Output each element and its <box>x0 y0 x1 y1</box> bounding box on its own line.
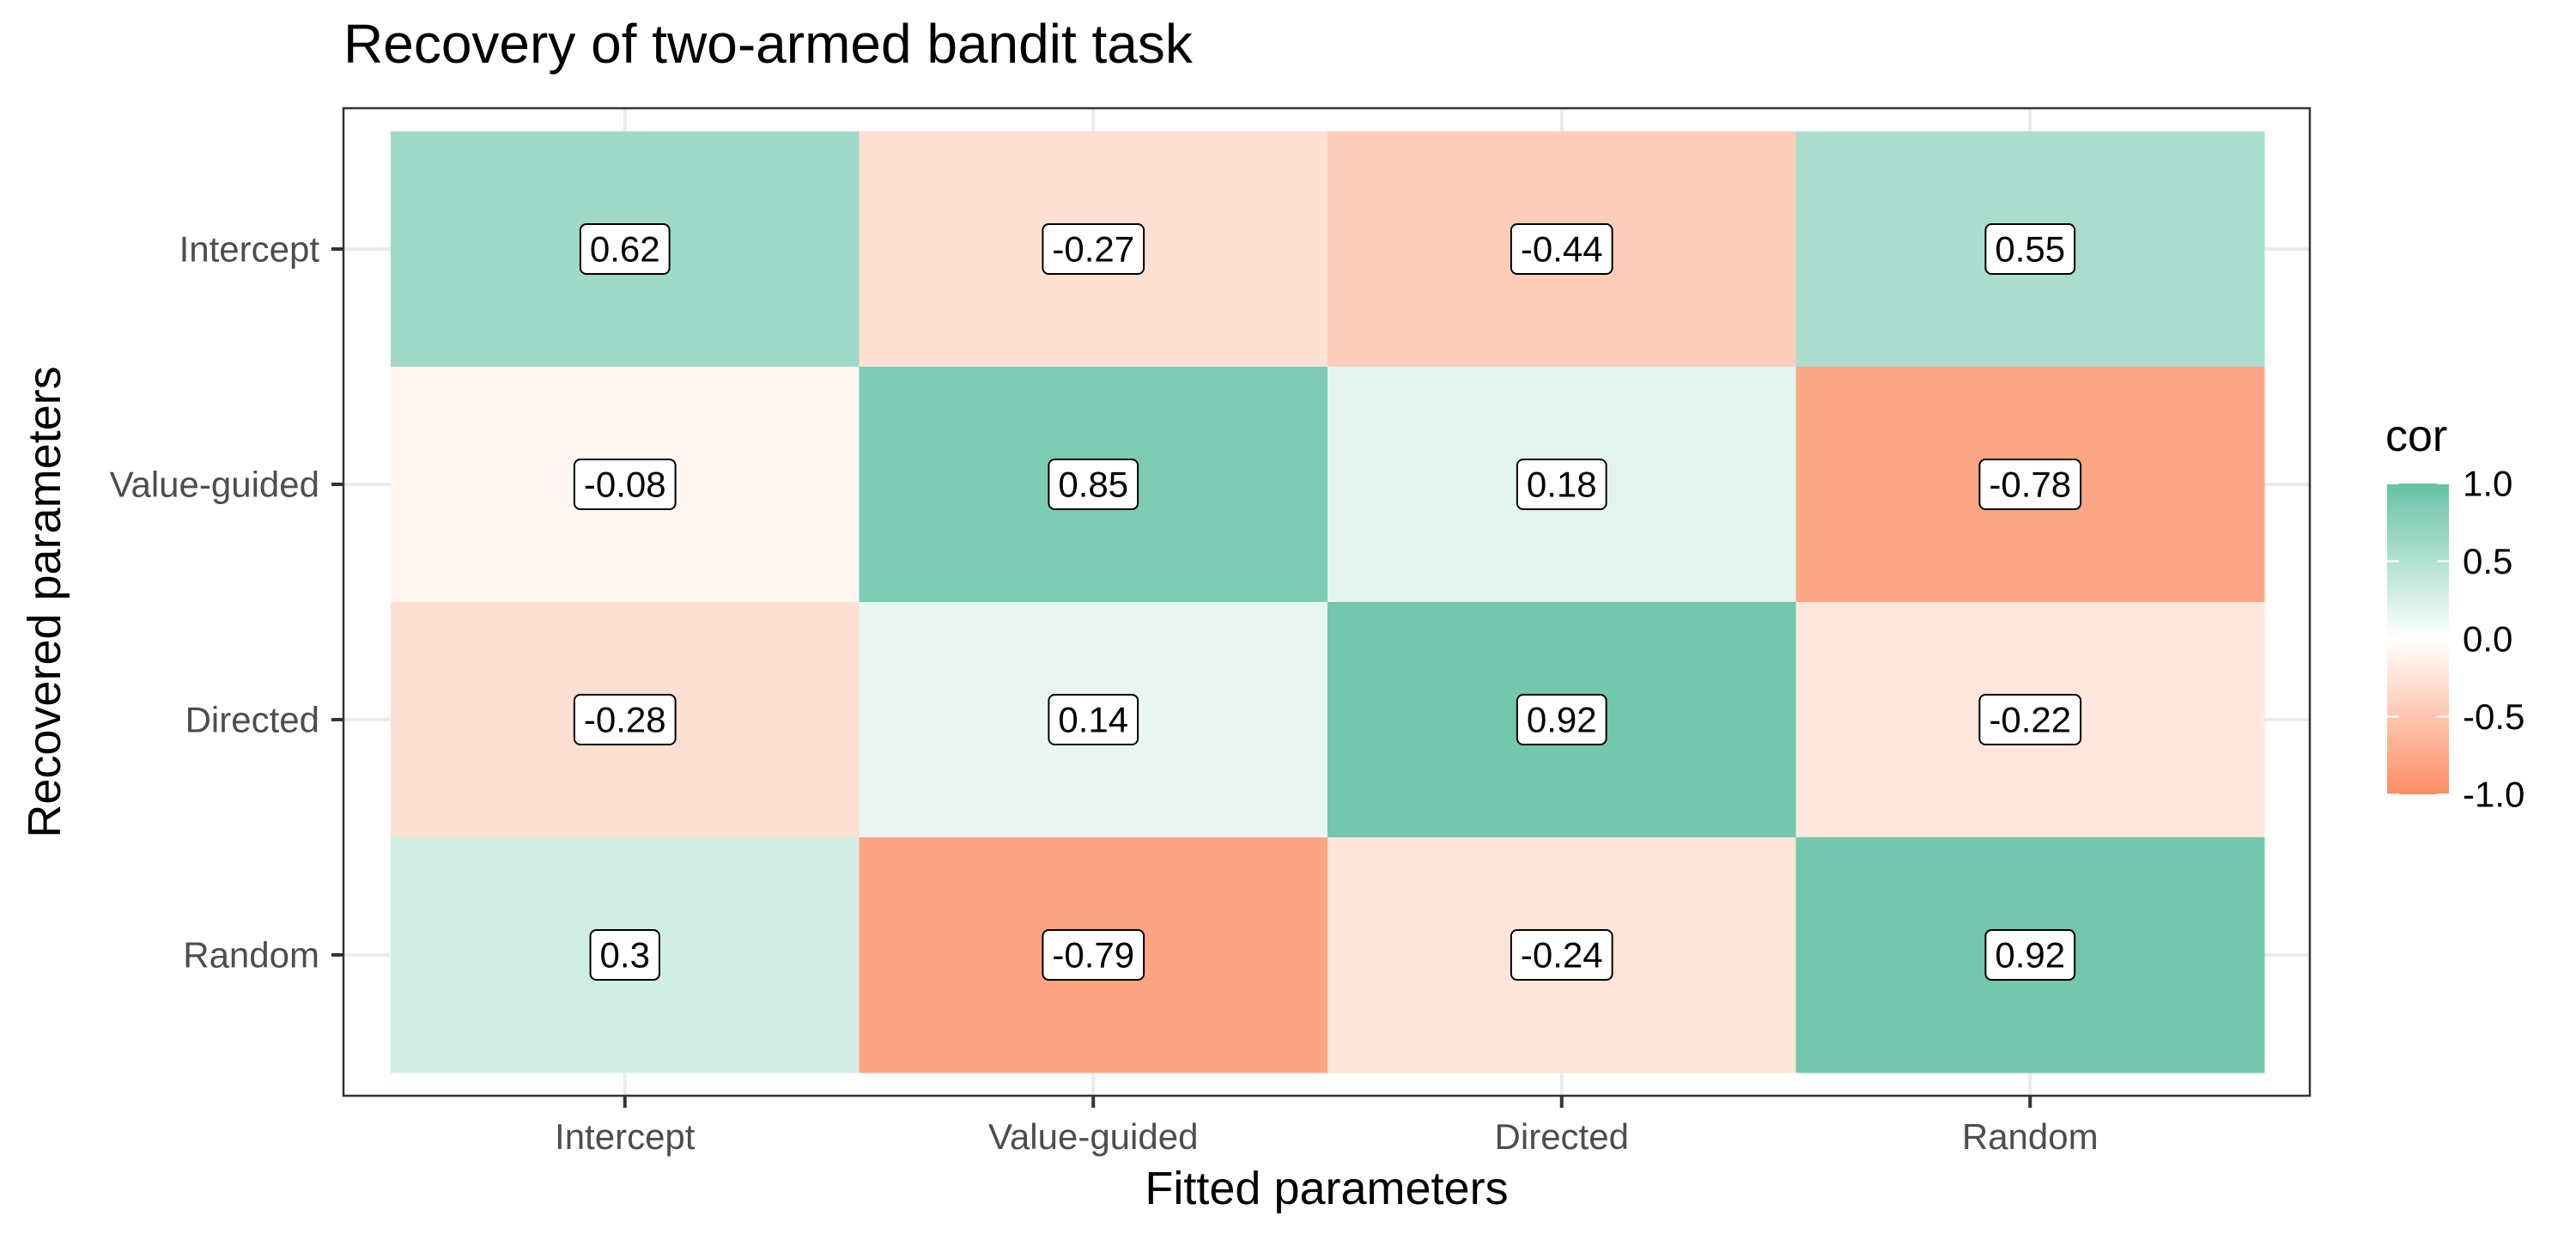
axes: Intercept Value-guided Directed Random Inter… <box>110 229 2099 1158</box>
cell-value-text: -0.08 <box>584 465 666 505</box>
cell-value-label: 0.3 <box>589 929 660 981</box>
cell-label-box <box>1042 929 1145 981</box>
cell-value-text: -0.27 <box>1052 229 1134 270</box>
cell-value-label: 0.92 <box>1516 694 1607 745</box>
cell-value-label: 0.14 <box>1048 694 1139 745</box>
cell-value-label: 0.55 <box>1984 223 2076 275</box>
x-tick-label: Value-guided <box>988 1116 1198 1157</box>
cell-label-box <box>1516 459 1607 510</box>
cell-label-box <box>1516 694 1607 745</box>
cell-value-label: -0.27 <box>1042 223 1145 275</box>
legend-tick-label: -0.5 <box>2463 696 2524 737</box>
panel-border <box>342 106 2312 1097</box>
cell-value-label: -0.28 <box>573 694 677 745</box>
cell-value-label: -0.22 <box>1978 694 2082 745</box>
cell-value-text: -0.28 <box>584 700 666 740</box>
heatmap-cells <box>391 131 2265 1073</box>
x-tick-label: Directed <box>1495 1116 1629 1157</box>
legend-tick-label: 0.5 <box>2463 541 2512 581</box>
cell-value-label: -0.24 <box>1510 929 1613 981</box>
y-tick-label: Value-guided <box>110 465 319 505</box>
cell-label-box <box>573 694 677 745</box>
cell-label-box <box>1042 223 1145 275</box>
cell-label-box <box>589 929 660 981</box>
legend-tick-label: 1.0 <box>2463 464 2512 504</box>
cell-value-text: 0.3 <box>600 935 650 976</box>
chart-title: Recovery of two-armed bandit task <box>343 13 1194 75</box>
cell-value-text: -0.78 <box>1989 465 2071 505</box>
cell-label-box <box>1978 459 2082 510</box>
legend-title: cor <box>2385 411 2447 461</box>
cell-value-label: -0.79 <box>1042 929 1145 981</box>
cell-label-box <box>573 459 677 510</box>
cell-value-text: -0.22 <box>1989 700 2071 740</box>
cell-value-label: -0.08 <box>573 459 677 510</box>
cell-value-label: -0.78 <box>1978 459 2082 510</box>
y-tick-label: Random <box>183 935 319 976</box>
cell-value-label: 0.92 <box>1984 929 2076 981</box>
cell-value-text: 0.18 <box>1527 465 1597 505</box>
cell-label-box <box>579 223 671 275</box>
cell-label-box <box>1984 223 2076 275</box>
cell-value-text: 0.92 <box>1527 700 1597 740</box>
x-tick-label: Intercept <box>555 1116 696 1157</box>
cell-value-text: 0.55 <box>1995 229 2065 270</box>
cell-value-text: 0.14 <box>1058 700 1128 740</box>
y-tick-label: Intercept <box>179 229 320 270</box>
cell-label-box <box>1510 223 1613 275</box>
legend-tick-label: 0.0 <box>2463 619 2512 660</box>
y-axis-title: Recovered parameters <box>19 366 70 837</box>
cell-value-text: 0.62 <box>590 229 660 270</box>
cell-value-labels: 0.62 -0.27 -0.44 0.55 -0.08 0.85 0.18 -0.78 -0.2… <box>573 223 2082 981</box>
cell-value-label: 0.18 <box>1516 459 1607 510</box>
cell-value-label: 0.62 <box>579 223 671 275</box>
x-tick-label: Random <box>1962 1116 2099 1157</box>
cell-value-text: 0.85 <box>1058 465 1128 505</box>
cell-label-box <box>1510 929 1613 981</box>
cell-value-text: -0.79 <box>1052 935 1134 976</box>
cell-value-text: -0.24 <box>1521 935 1603 976</box>
cell-value-text: 0.92 <box>1995 935 2065 976</box>
y-tick-label: Directed <box>185 700 319 740</box>
cell-value-label: -0.44 <box>1510 223 1613 275</box>
x-axis-title: Fitted parameters <box>1145 1163 1508 1214</box>
cell-value-label: 0.85 <box>1048 459 1139 510</box>
cell-label-box <box>1984 929 2076 981</box>
cell-label-box <box>1978 694 2082 745</box>
cell-label-box <box>1048 459 1139 510</box>
legend-tick-label: -1.0 <box>2463 775 2524 815</box>
color-legend: cor 1.0 0.5 0.0 -0.5 -1.0 <box>2385 411 2524 815</box>
cell-label-box <box>1048 694 1139 745</box>
cell-value-text: -0.44 <box>1521 229 1603 270</box>
